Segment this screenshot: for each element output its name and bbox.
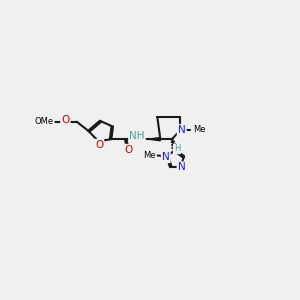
Text: N: N <box>178 162 185 172</box>
Text: N: N <box>178 125 185 135</box>
Text: O: O <box>124 145 132 155</box>
Text: Me: Me <box>143 151 156 160</box>
Polygon shape <box>149 137 160 141</box>
Text: NH: NH <box>129 131 145 141</box>
Text: O: O <box>95 140 103 150</box>
Text: Me: Me <box>193 125 206 134</box>
Text: OMe: OMe <box>34 117 54 126</box>
Text: O: O <box>61 115 70 125</box>
Text: N: N <box>162 152 170 162</box>
Text: H: H <box>174 144 180 153</box>
